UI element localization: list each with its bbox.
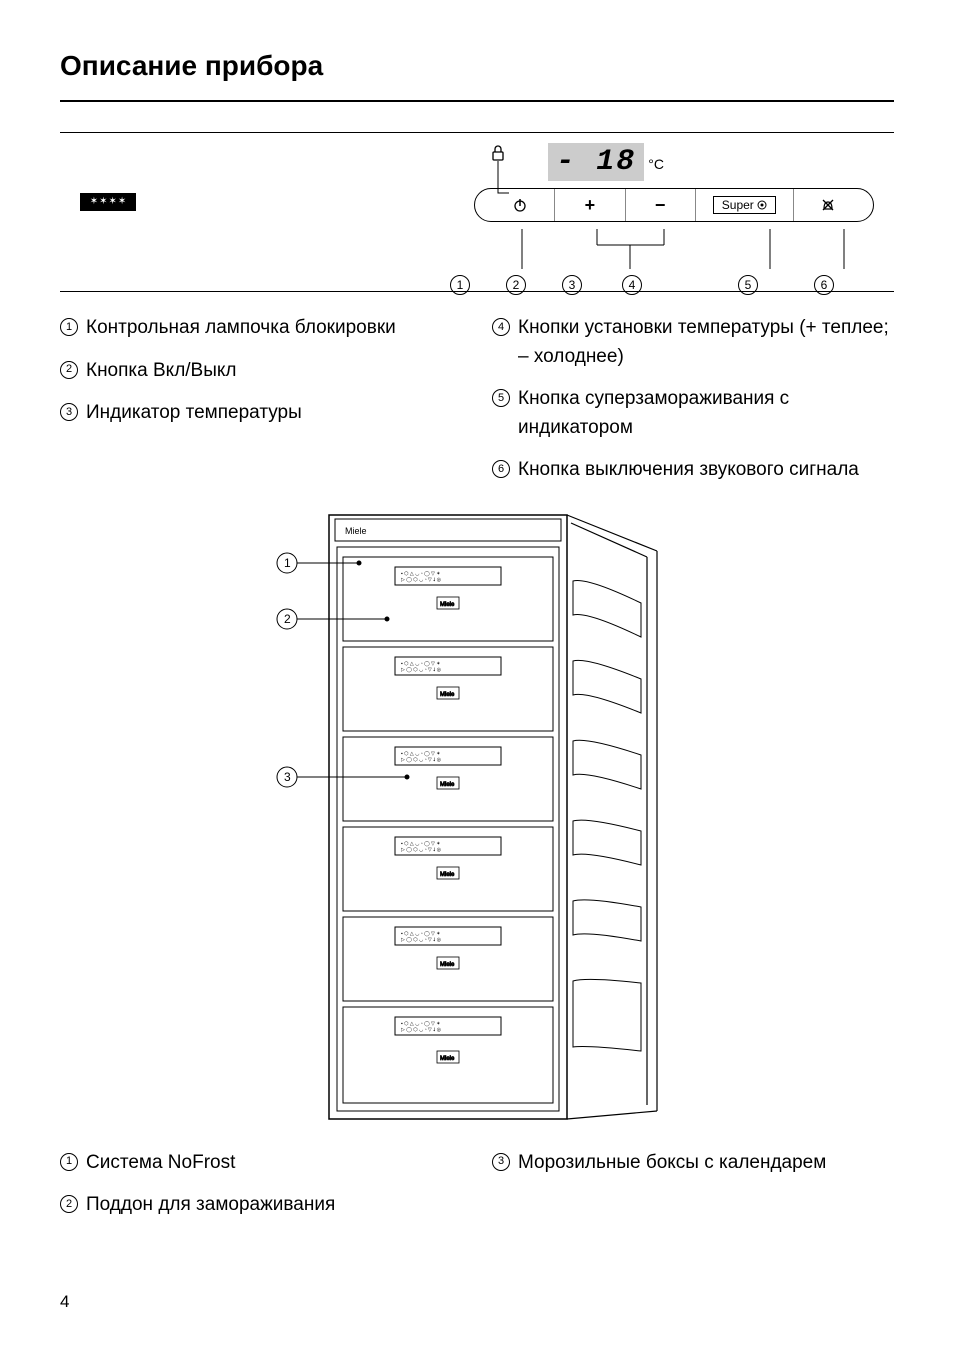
temperature-display: - 18 °C: [548, 143, 664, 181]
freezer-legend-right: 3 Морозильные боксы с календарем: [492, 1149, 894, 1234]
legend-item: 6 Кнопка выключения звукового сигнала: [492, 456, 894, 485]
plus-button-segment: +: [554, 189, 624, 221]
brand-label: Miele: [345, 526, 367, 536]
legend-text: Кнопки установки температуры (+ теплее; …: [518, 314, 894, 371]
super-indicator-icon: [757, 200, 767, 210]
legend-num: 3: [492, 1153, 510, 1171]
legend-num: 1: [60, 1153, 78, 1171]
legend-item: 3 Индикатор температуры: [60, 399, 462, 428]
control-panel-pill: + − Super: [474, 188, 874, 222]
svg-text:Miele: Miele: [440, 872, 455, 878]
legend-item: 3 Морозильные боксы с календарем: [492, 1149, 894, 1178]
power-icon: [512, 197, 528, 213]
legend-num: 3: [60, 403, 78, 421]
callout-4: 4: [622, 275, 642, 295]
super-button-box: Super: [713, 196, 776, 214]
legend-text: Контрольная лампочка блокировки: [86, 314, 396, 343]
freezer-legend: 1 Система NoFrost 2 Поддон для замораживан…: [60, 1149, 894, 1234]
panel-callout-row: 1 2 3 4 5 6: [456, 275, 866, 295]
svg-text:Miele: Miele: [440, 1056, 455, 1062]
callout-5: 5: [738, 275, 758, 295]
svg-text:2: 2: [284, 612, 291, 626]
plus-icon: +: [585, 195, 596, 216]
callout-6: 6: [814, 275, 834, 295]
legend-item: 1 Контрольная лампочка блокировки: [60, 314, 462, 343]
freezer-legend-left: 1 Система NoFrost 2 Поддон для замораживан…: [60, 1149, 462, 1234]
temperature-value: - 18: [548, 143, 644, 181]
svg-text:▷ ◯ ⬡ ◡ ▫ ▽ 🠗 ◎: ▷ ◯ ⬡ ◡ ▫ ▽ 🠗 ◎: [401, 757, 442, 763]
legend-text: Кнопка Вкл/Выкл: [86, 357, 237, 386]
svg-text:▷ ◯ ⬡ ◡ ▫ ▽ 🠗 ◎: ▷ ◯ ⬡ ◡ ▫ ▽ 🠗 ◎: [401, 937, 442, 943]
svg-text:▷ ◯ ⬡ ◡ ▫ ▽ 🠗 ◎: ▷ ◯ ⬡ ◡ ▫ ▽ 🠗 ◎: [401, 667, 442, 673]
page-number: 4: [60, 1292, 69, 1312]
svg-text:3: 3: [284, 770, 291, 784]
legend-text: Морозильные боксы с календарем: [518, 1149, 826, 1178]
temperature-unit: °C: [648, 156, 664, 172]
callout-3: 3: [562, 275, 582, 295]
freezer-star-badge: ✶✶✶✶: [80, 193, 136, 211]
page-title: Описание прибора: [60, 50, 894, 102]
svg-text:▷ ◯ ⬡ ◡ ▫ ▽ 🠗 ◎: ▷ ◯ ⬡ ◡ ▫ ▽ 🠗 ◎: [401, 847, 442, 853]
legend-item: 4 Кнопки установки температуры (+ теплее;…: [492, 314, 894, 371]
legend-item: 5 Кнопка суперзамораживания с индикатором: [492, 385, 894, 442]
legend-text: Кнопка выключения звукового сигнала: [518, 456, 859, 485]
svg-text:1: 1: [284, 556, 291, 570]
legend-item: 2 Поддон для замораживания: [60, 1191, 462, 1220]
svg-text:Miele: Miele: [440, 962, 455, 968]
minus-icon: −: [655, 195, 666, 216]
legend-text: Система NoFrost: [86, 1149, 235, 1178]
panel-legend: 1 Контрольная лампочка блокировки 2 Кнопка…: [60, 314, 894, 499]
bell-off-icon: [820, 197, 836, 213]
panel-legend-right: 4 Кнопки установки температуры (+ теплее;…: [492, 314, 894, 499]
panel-leader-lines: [474, 229, 874, 279]
super-label: Super: [722, 198, 754, 212]
power-button-segment: [485, 189, 554, 221]
legend-num: 5: [492, 389, 510, 407]
control-panel-diagram: ✶✶✶✶ - 18 °C + − Super: [60, 132, 894, 292]
panel-legend-left: 1 Контрольная лампочка блокировки 2 Кнопка…: [60, 314, 462, 499]
legend-num: 2: [60, 1195, 78, 1213]
freezer-diagram: Miele ▪ ⬡ △ ◡ ▫ ◯ ▽ ✶ ▷ ◯ ⬡ ◡ ▫ ▽ 🠗 ◎ ▪ …: [267, 511, 687, 1131]
alarm-off-segment: [793, 189, 863, 221]
svg-text:Miele: Miele: [440, 692, 455, 698]
legend-text: Кнопка суперзамораживания с индикатором: [518, 385, 894, 442]
legend-num: 2: [60, 361, 78, 379]
super-button-segment: Super: [695, 189, 793, 221]
legend-num: 4: [492, 318, 510, 336]
svg-text:▷ ◯ ⬡ ◡ ▫ ▽ 🠗 ◎: ▷ ◯ ⬡ ◡ ▫ ▽ 🠗 ◎: [401, 577, 442, 583]
legend-num: 1: [60, 318, 78, 336]
legend-item: 1 Система NoFrost: [60, 1149, 462, 1178]
callout-1: 1: [450, 275, 470, 295]
callout-2: 2: [506, 275, 526, 295]
svg-text:▷ ◯ ⬡ ◡ ▫ ▽ 🠗 ◎: ▷ ◯ ⬡ ◡ ▫ ▽ 🠗 ◎: [401, 1027, 442, 1033]
legend-text: Поддон для замораживания: [86, 1191, 335, 1220]
svg-text:Miele: Miele: [440, 782, 455, 788]
legend-item: 2 Кнопка Вкл/Выкл: [60, 357, 462, 386]
svg-text:Miele: Miele: [440, 602, 455, 608]
legend-num: 6: [492, 460, 510, 478]
minus-button-segment: −: [625, 189, 695, 221]
legend-text: Индикатор температуры: [86, 399, 302, 428]
